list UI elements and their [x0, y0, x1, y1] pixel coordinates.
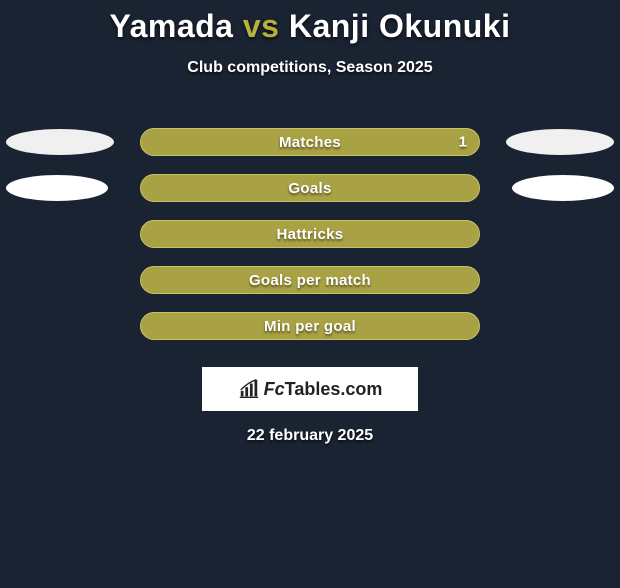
comparison-title: Yamada vs Kanji Okunuki: [0, 8, 620, 45]
right-ellipse-matches: [506, 129, 614, 155]
stat-row-goals_per_match: Goals per match: [0, 257, 620, 303]
stat-row-min_per_goal: Min per goal: [0, 303, 620, 349]
logo-text: FcTables.com: [264, 379, 383, 400]
subtitle: Club competitions, Season 2025: [0, 59, 620, 77]
stat-bar-min_per_goal: Min per goal: [140, 312, 480, 340]
stat-rows: Matches 1 Goals Hattricks Goals per match Min…: [0, 119, 620, 349]
stat-label-goals: Goals: [288, 180, 331, 197]
vs-text: vs: [243, 8, 280, 44]
stat-label-goals_per_match: Goals per match: [249, 272, 371, 289]
stat-label-min_per_goal: Min per goal: [264, 318, 356, 335]
date-text: 22 february 2025: [0, 427, 620, 445]
player2-name: Kanji Okunuki: [289, 8, 511, 44]
left-ellipse-matches: [6, 129, 114, 155]
stat-row-matches: Matches 1: [0, 119, 620, 165]
stat-row-hattricks: Hattricks: [0, 211, 620, 257]
right-ellipse-goals: [512, 175, 614, 201]
stat-bar-goals_per_match: Goals per match: [140, 266, 480, 294]
logo: FcTables.com: [238, 378, 383, 400]
stat-label-matches: Matches: [279, 134, 341, 151]
stat-value-right-matches: 1: [459, 134, 467, 151]
left-ellipse-goals: [6, 175, 108, 201]
stat-row-goals: Goals: [0, 165, 620, 211]
bar-chart-icon: [238, 378, 260, 400]
player1-name: Yamada: [110, 8, 234, 44]
stat-bar-goals: Goals: [140, 174, 480, 202]
stat-bar-matches: Matches 1: [140, 128, 480, 156]
logo-box: FcTables.com: [202, 367, 418, 411]
stat-label-hattricks: Hattricks: [277, 226, 344, 243]
stat-bar-hattricks: Hattricks: [140, 220, 480, 248]
